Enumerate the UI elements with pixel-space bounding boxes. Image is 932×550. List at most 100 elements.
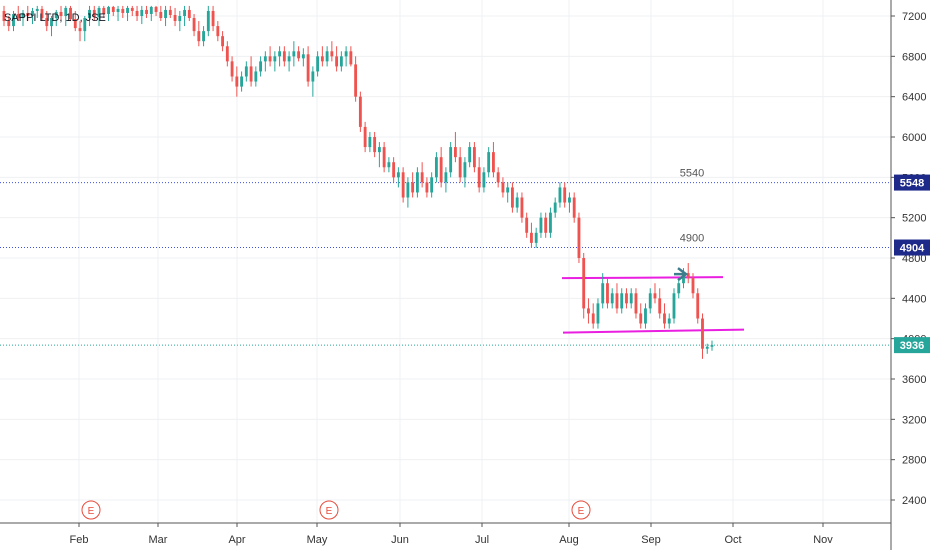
candle: [259, 56, 263, 77]
candle: [477, 157, 481, 193]
candle: [173, 7, 177, 27]
candle-body: [31, 10, 34, 16]
earnings-marker-circle: [571, 500, 591, 520]
candle-body: [197, 31, 201, 42]
candle-body: [7, 21, 11, 27]
candle-body: [401, 172, 405, 198]
candle-body: [539, 217, 543, 233]
candle: [64, 5, 68, 27]
x-tick-label: Oct: [724, 534, 741, 546]
earnings-marker-circle: [81, 500, 101, 520]
trendlines: [561, 276, 745, 334]
candle-body: [349, 51, 353, 65]
candle-body: [468, 147, 472, 163]
candle-body: [634, 293, 638, 314]
candle-body: [406, 182, 410, 198]
earnings-marker[interactable]: E: [319, 500, 339, 520]
candle: [164, 5, 167, 27]
candle: [278, 46, 282, 67]
candle-body: [644, 308, 647, 324]
candle: [354, 56, 358, 102]
candle-body: [415, 172, 419, 193]
candle-body: [439, 157, 443, 183]
candle-body: [45, 18, 49, 27]
candle: [282, 46, 286, 67]
candle-body: [629, 293, 633, 304]
horizontal-levels: 5540 4900: [0, 168, 891, 346]
candle-body: [320, 56, 324, 62]
candle-body: [449, 147, 453, 173]
earnings-marker[interactable]: E: [81, 500, 101, 520]
candle: [587, 298, 590, 324]
price-badge-bg: [894, 239, 930, 256]
candle: [358, 91, 362, 132]
candle-body: [610, 293, 614, 304]
candle: [263, 51, 267, 72]
x-tick-label: Apr: [228, 534, 245, 546]
candle: [145, 5, 148, 19]
candle-body: [268, 56, 272, 62]
candle: [430, 172, 434, 198]
earnings-marker[interactable]: E: [571, 500, 591, 520]
candle: [130, 5, 134, 16]
candle-body: [278, 51, 282, 57]
candle-body: [282, 51, 286, 62]
candle-body: [273, 56, 277, 62]
candle: [26, 5, 30, 22]
candle: [88, 5, 91, 27]
candle-body: [553, 202, 557, 213]
y-tick-label: 2800: [902, 455, 926, 467]
candle-body: [568, 197, 571, 203]
candle: [406, 177, 410, 208]
candle: [107, 5, 110, 22]
y-tick-label: 3200: [902, 414, 926, 426]
candle-body: [50, 18, 53, 27]
candle: [31, 7, 34, 25]
candle: [582, 252, 586, 319]
candle: [40, 5, 44, 22]
candle-body: [572, 197, 576, 218]
candle-body: [387, 162, 391, 168]
candle: [97, 5, 101, 27]
price-badge-text: 3936: [900, 340, 924, 352]
candle: [511, 182, 514, 213]
candle: [672, 288, 676, 324]
y-tick-label: 7200: [902, 11, 926, 23]
candle: [140, 5, 144, 25]
candle-body: [168, 9, 172, 15]
candle: [515, 192, 519, 213]
candle: [487, 147, 491, 178]
candle: [320, 46, 324, 67]
y-tick-label: 6400: [902, 92, 926, 104]
earnings-marker-circle: [319, 500, 339, 520]
candle-body: [530, 232, 533, 243]
candle: [168, 5, 172, 19]
x-tick-label: Jun: [391, 534, 409, 546]
candle: [54, 9, 58, 27]
candle-body: [653, 293, 657, 299]
candle: [615, 283, 619, 314]
candle: [316, 51, 320, 77]
candle-body: [178, 16, 182, 22]
candle-body: [69, 7, 72, 20]
candle-body: [520, 197, 524, 218]
x-tick-label: Feb: [70, 534, 89, 546]
earnings-marker-label: E: [88, 506, 95, 517]
candle: [601, 273, 605, 309]
candle: [392, 157, 396, 183]
candle: [292, 41, 296, 67]
candle: [368, 131, 372, 153]
candle: [197, 21, 201, 47]
candles: [2, 5, 714, 359]
candle: [686, 263, 690, 284]
level-label: 4900: [680, 233, 704, 245]
candle-body: [710, 345, 714, 347]
price-badge: 3936: [894, 337, 930, 354]
candle-body: [263, 56, 267, 62]
candle: [297, 46, 301, 62]
candle-body: [92, 9, 96, 18]
candle: [568, 192, 571, 213]
candle-body: [259, 61, 263, 72]
